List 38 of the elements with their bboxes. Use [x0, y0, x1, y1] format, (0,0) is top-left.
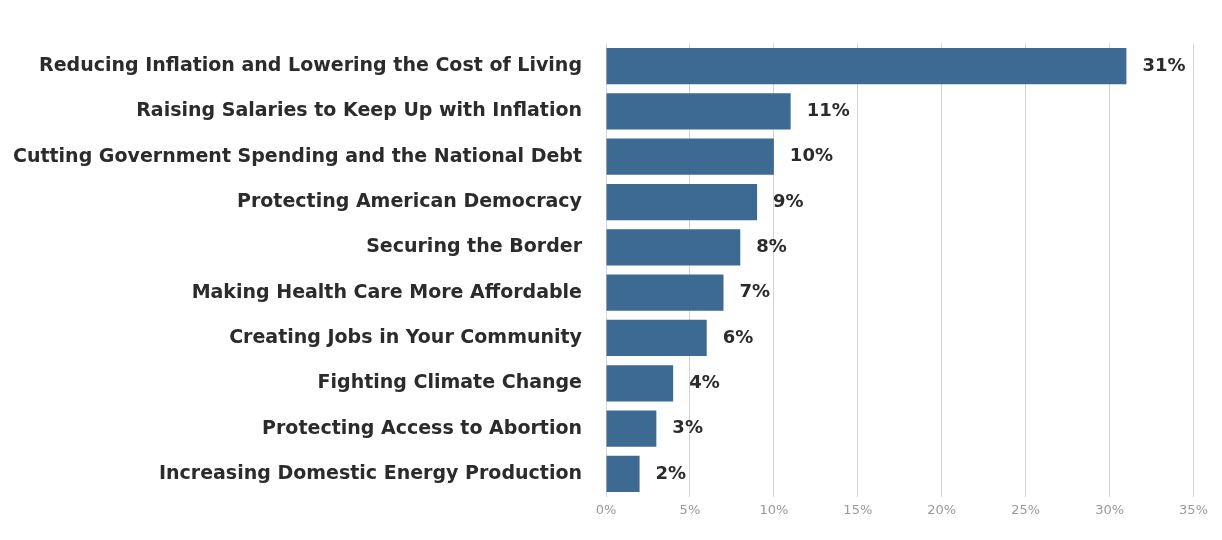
data-label: 8% — [756, 235, 787, 257]
bar — [606, 229, 741, 266]
data-label: 6% — [722, 325, 754, 347]
x-tick-label: 15% — [843, 501, 873, 517]
x-tick-label: 30% — [1095, 501, 1125, 517]
y-tick-label: Increasing Domestic Energy Production — [158, 460, 582, 483]
x-tick-label: 5% — [679, 501, 701, 517]
data-label: 11% — [806, 99, 850, 121]
x-tick-label: 20% — [927, 501, 957, 517]
x-tick-label: 35% — [1179, 501, 1209, 517]
bar — [606, 183, 758, 221]
data-label: 3% — [672, 416, 703, 438]
bar — [606, 47, 1127, 85]
y-tick-label: Securing the Border — [366, 234, 583, 257]
bar — [606, 455, 640, 493]
bar — [606, 319, 707, 357]
data-label: 31% — [1142, 53, 1186, 75]
y-tick-label: Cutting Government Spending and the National Debt — [12, 143, 582, 166]
x-tick-label: 0% — [595, 501, 617, 517]
bar — [606, 274, 724, 311]
y-tick-label: Protecting Access to Abortion — [262, 415, 582, 438]
data-label: 2% — [655, 461, 687, 483]
data-label: 9% — [773, 189, 804, 211]
data-label: 7% — [739, 280, 771, 302]
bar — [606, 93, 791, 130]
x-tick-label: 10% — [759, 501, 789, 517]
data-label: 10% — [789, 144, 833, 166]
y-tick-label: Fighting Climate Change — [317, 370, 582, 393]
bar — [606, 365, 674, 402]
y-tick-label: Raising Salaries to Keep Up with Inflation — [136, 98, 582, 121]
y-tick-label: Reducing Inflation and Lowering the Cost of Living — [39, 53, 582, 75]
data-label: 4% — [689, 370, 720, 392]
bar — [606, 138, 774, 175]
bar — [606, 410, 657, 447]
y-tick-label: Creating Jobs in Your Community — [229, 324, 583, 347]
x-tick-label: 25% — [1011, 501, 1041, 517]
y-tick-label: Protecting American Democracy — [236, 188, 583, 211]
y-tick-label: Making Health Care More Affordable — [191, 279, 582, 302]
